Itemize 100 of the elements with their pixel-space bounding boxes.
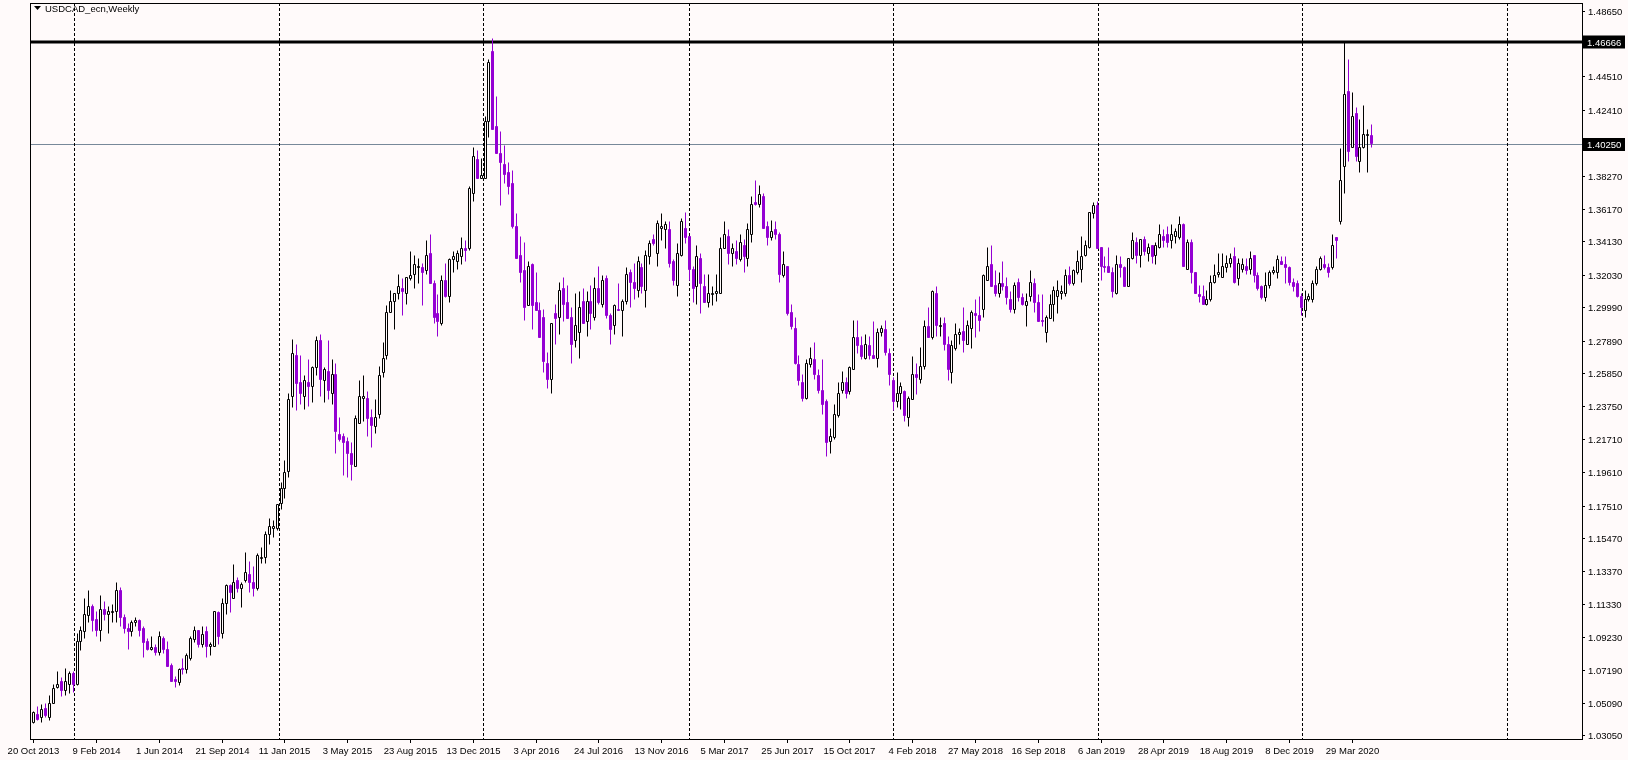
y-tick-label: 1.15470 bbox=[1588, 533, 1623, 544]
candlestick bbox=[1115, 255, 1118, 295]
x-tick-label: 18 Aug 2019 bbox=[1199, 744, 1254, 756]
candlestick bbox=[1198, 285, 1201, 303]
candlestick bbox=[346, 437, 349, 478]
candlestick bbox=[1178, 216, 1181, 240]
candlestick bbox=[896, 372, 899, 408]
candlestick bbox=[248, 561, 251, 593]
candlestick bbox=[707, 274, 710, 308]
candlestick bbox=[1017, 278, 1020, 302]
candlestick bbox=[115, 582, 118, 623]
candlestick bbox=[205, 626, 208, 658]
candlestick bbox=[1339, 148, 1342, 225]
y-tick-label: 1.36170 bbox=[1588, 204, 1623, 215]
x-tick-label: 9 Feb 2014 bbox=[72, 744, 121, 756]
candlestick bbox=[931, 290, 934, 340]
candlestick bbox=[464, 240, 467, 262]
candlestick bbox=[1347, 59, 1350, 162]
candlestick bbox=[962, 307, 965, 353]
candlestick bbox=[1009, 291, 1012, 313]
candlestick bbox=[801, 374, 804, 402]
y-tick-label: 1.21710 bbox=[1588, 434, 1623, 445]
candlestick bbox=[401, 278, 404, 316]
candlestick bbox=[287, 393, 290, 478]
candlestick bbox=[1276, 255, 1279, 279]
x-tick-label: 23 Aug 2015 bbox=[383, 744, 438, 756]
y-tick-label: 1.19610 bbox=[1588, 467, 1623, 478]
candlestick bbox=[1151, 245, 1154, 264]
candlestick bbox=[307, 359, 310, 407]
candlestick bbox=[64, 668, 67, 696]
candlestick bbox=[915, 363, 918, 395]
x-tick-label: 1 Jun 2014 bbox=[135, 744, 184, 756]
candlestick bbox=[291, 339, 294, 408]
y-tick-label: 1.17510 bbox=[1588, 501, 1623, 512]
candlestick bbox=[888, 348, 891, 386]
candlestick bbox=[1245, 258, 1248, 275]
candlestick bbox=[323, 367, 326, 403]
y-tick-label: 1.48650 bbox=[1588, 6, 1623, 17]
x-tick-label: 25 Jun 2017 bbox=[761, 744, 814, 756]
candlestick bbox=[703, 274, 706, 303]
candlestick bbox=[1355, 107, 1358, 162]
candlestick bbox=[1335, 237, 1338, 259]
candlestick bbox=[232, 564, 235, 599]
candlestick bbox=[864, 334, 867, 360]
candlestick bbox=[640, 263, 643, 294]
candlestick bbox=[421, 263, 424, 306]
candlestick bbox=[1217, 253, 1220, 278]
candlestick bbox=[892, 377, 895, 411]
candlestick bbox=[637, 256, 640, 298]
candlestick bbox=[1139, 239, 1142, 268]
ref-line-label: 1.40250 bbox=[1587, 139, 1622, 150]
candlestick bbox=[550, 323, 553, 394]
candlestick bbox=[236, 577, 239, 593]
candlestick bbox=[613, 304, 616, 335]
candlestick bbox=[554, 304, 557, 345]
candlestick bbox=[617, 283, 620, 311]
candlestick bbox=[731, 243, 734, 267]
candlestick bbox=[927, 307, 930, 338]
candlestick bbox=[813, 342, 816, 380]
candlestick bbox=[872, 321, 875, 359]
x-tick-label: 24 Jul 2016 bbox=[573, 744, 624, 756]
candlestick bbox=[350, 442, 353, 481]
y-tick-label: 1.23750 bbox=[1588, 401, 1623, 412]
candlestick bbox=[739, 234, 742, 262]
x-tick-label: 27 May 2018 bbox=[948, 744, 1003, 756]
x-tick-label: 21 Sep 2014 bbox=[195, 744, 250, 756]
candlestick bbox=[935, 286, 938, 337]
y-tick-label: 1.03050 bbox=[1588, 730, 1623, 741]
ref-line-label: 1.46666 bbox=[1587, 36, 1622, 48]
candlestick bbox=[476, 150, 479, 179]
candlestick bbox=[770, 220, 773, 241]
candlestick bbox=[546, 352, 549, 389]
candlestick bbox=[103, 601, 106, 621]
candlestick bbox=[558, 282, 561, 335]
candlestick bbox=[1064, 269, 1067, 297]
candlestick bbox=[1370, 124, 1373, 148]
candlestick bbox=[531, 263, 534, 330]
y-tick-label: 1.38270 bbox=[1588, 171, 1623, 182]
candlestick bbox=[1147, 243, 1150, 262]
x-tick-label: 16 Sep 2018 bbox=[1011, 744, 1066, 756]
candlestick bbox=[1221, 253, 1224, 278]
candlestick bbox=[1182, 223, 1185, 267]
candlestick bbox=[201, 626, 204, 648]
x-tick-label: 28 Apr 2019 bbox=[1137, 744, 1190, 756]
x-tick-label: 13 Dec 2015 bbox=[446, 744, 501, 756]
x-tick-label: 13 Nov 2016 bbox=[634, 744, 689, 756]
candlestick bbox=[56, 671, 59, 689]
x-tick-label: 20 Oct 2013 bbox=[7, 744, 60, 756]
candlestick bbox=[754, 180, 757, 206]
x-tick-label: 8 Dec 2019 bbox=[1265, 744, 1314, 756]
candlestick bbox=[197, 630, 200, 648]
candlestick bbox=[68, 671, 71, 694]
x-tick-label: 5 Mar 2017 bbox=[700, 744, 749, 756]
candlestick bbox=[1170, 224, 1173, 249]
candlestick bbox=[1068, 266, 1071, 286]
candlestick bbox=[362, 375, 365, 422]
candlestick bbox=[1025, 293, 1028, 327]
candlestick bbox=[578, 291, 581, 359]
candlestick bbox=[743, 239, 746, 273]
candlestick bbox=[699, 253, 702, 314]
